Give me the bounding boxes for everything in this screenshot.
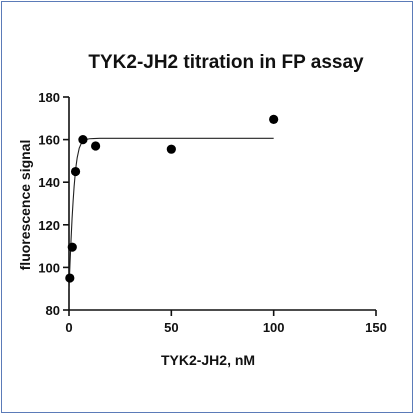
x-ticks: 0 50 100 150	[65, 310, 387, 335]
x-tick-label: 0	[65, 320, 72, 335]
data-points	[65, 114, 279, 283]
x-tick-label: 100	[263, 320, 285, 335]
x-tick-label: 150	[365, 320, 387, 335]
x-tick-label: 50	[164, 320, 178, 335]
data-point	[70, 166, 81, 177]
y-tick-label: 120	[38, 218, 60, 233]
data-point	[67, 242, 77, 252]
data-point	[166, 144, 176, 154]
data-point	[78, 135, 88, 145]
y-tick-label: 80	[46, 303, 60, 318]
x-axis-label: TYK2-JH2, nM	[161, 352, 255, 368]
y-tick-label: 140	[38, 175, 60, 190]
chart-title: TYK2-JH2 titration in FP assay	[88, 52, 364, 73]
y-tick-label: 180	[38, 90, 60, 105]
y-ticks: 80 100 120 140 160 180	[38, 90, 69, 318]
y-tick-label: 160	[38, 133, 60, 148]
y-axis-label: fluorescence signal	[17, 140, 33, 271]
data-point	[65, 273, 75, 283]
y-tick-label: 100	[38, 260, 60, 275]
fit-curve	[68, 137, 274, 289]
data-point	[91, 141, 101, 151]
data-point	[269, 114, 279, 124]
